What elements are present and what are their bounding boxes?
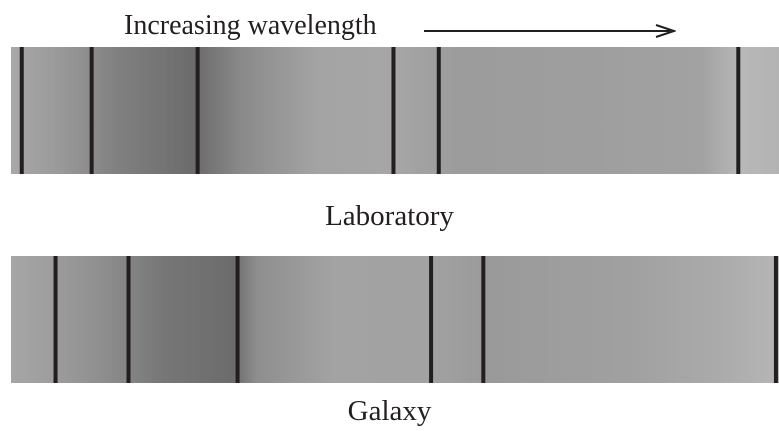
laboratory-spectral-line-4 xyxy=(391,47,396,174)
galaxy-spectral-line-3 xyxy=(235,256,240,383)
laboratory-spectral-line-6 xyxy=(736,47,741,174)
galaxy-spectral-line-2 xyxy=(126,256,131,383)
laboratory-spectral-line-1 xyxy=(19,47,24,174)
galaxy-spectrum-band xyxy=(11,256,779,383)
galaxy-spectral-line-5 xyxy=(481,256,486,383)
wavelength-label: Increasing wavelength xyxy=(124,10,377,41)
laboratory-spectral-line-2 xyxy=(89,47,94,174)
galaxy-caption: Galaxy xyxy=(347,395,432,427)
wavelength-header: Increasing wavelength xyxy=(0,6,779,46)
laboratory-spectral-line-5 xyxy=(436,47,441,174)
galaxy-spectral-line-1 xyxy=(53,256,58,383)
galaxy-spectral-line-6 xyxy=(773,256,778,383)
arrow-right-icon xyxy=(424,24,676,38)
galaxy-spectral-line-4 xyxy=(429,256,434,383)
galaxy-spectrum xyxy=(11,256,779,383)
laboratory-caption: Laboratory xyxy=(325,200,454,232)
laboratory-spectrum xyxy=(11,47,779,174)
laboratory-spectral-line-3 xyxy=(195,47,200,174)
